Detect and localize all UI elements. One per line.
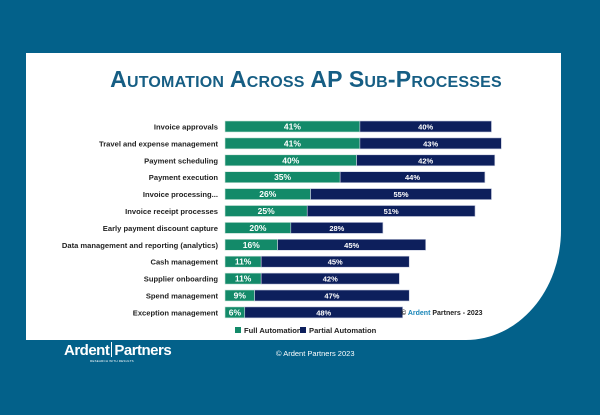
data-label: 26% — [259, 189, 276, 199]
footer-copyright: © Ardent Partners 2023 — [276, 349, 355, 358]
category-label: Travel and expense management — [99, 139, 218, 148]
data-label: 40% — [282, 155, 299, 165]
data-label: 28% — [329, 224, 344, 233]
category-label: Early payment discount capture — [103, 224, 218, 233]
bar-segment — [260, 272, 400, 285]
legend-label: Partial Automation — [309, 326, 377, 335]
data-label: 51% — [384, 207, 399, 216]
logo-divider — [111, 342, 113, 357]
category-label: Invoice approvals — [154, 123, 218, 132]
logo-left: Ardent — [64, 342, 110, 359]
bar-segment — [277, 239, 426, 251]
data-label: 6% — [229, 307, 242, 317]
category-label: Data management and reporting (analytics… — [62, 241, 219, 250]
data-label: 48% — [316, 308, 331, 317]
chart-title: Automation Across AP Sub-Processes — [110, 66, 502, 92]
data-label: 45% — [328, 258, 343, 267]
data-label: 47% — [324, 292, 339, 301]
category-label: Invoice receipt processes — [125, 207, 218, 216]
data-label: 40% — [418, 123, 433, 132]
data-label: 11% — [235, 257, 252, 267]
source-annotation: © Ardent Partners - 2023 — [401, 309, 483, 317]
data-label: 41% — [284, 122, 301, 132]
bar-segment — [306, 205, 476, 217]
category-label: Payment scheduling — [144, 156, 218, 165]
bar-segment — [359, 120, 492, 133]
data-label: 45% — [344, 241, 359, 250]
category-label: Spend management — [146, 292, 219, 301]
data-label: 20% — [249, 223, 266, 233]
data-label: 11% — [235, 274, 252, 284]
data-label: 43% — [423, 139, 438, 148]
logo-right: Partners — [114, 342, 172, 359]
bar-segment — [339, 171, 486, 183]
category-label: Supplier onboarding — [144, 275, 219, 284]
bar-segment — [244, 306, 403, 319]
ardent-partners-logo: Ardent Partners — [64, 342, 172, 359]
bar-segment — [290, 222, 384, 234]
bar-segment — [356, 154, 496, 167]
bar-segment — [359, 137, 502, 150]
legend-swatch — [300, 327, 306, 333]
data-label: 42% — [323, 275, 338, 284]
data-label: 44% — [405, 173, 420, 182]
data-label: 42% — [418, 156, 433, 165]
legend-label: Full Automation — [244, 326, 302, 335]
data-label: 41% — [284, 138, 301, 148]
category-label: Cash management — [150, 258, 218, 267]
legend-swatch — [235, 327, 241, 333]
bar-segment — [260, 255, 410, 268]
data-label: 55% — [394, 190, 409, 199]
bar-segment — [254, 289, 410, 302]
category-label: Invoice processing... — [143, 190, 218, 199]
bar-segment — [310, 188, 492, 200]
data-label: 25% — [258, 206, 275, 216]
data-label: 16% — [243, 240, 260, 250]
data-label: 35% — [274, 172, 291, 182]
category-label: Exception management — [133, 308, 219, 317]
logo-tagline: RESEARCH WITH RESULTS — [90, 359, 134, 363]
data-label: 9% — [234, 291, 247, 301]
category-label: Payment execution — [149, 173, 219, 182]
